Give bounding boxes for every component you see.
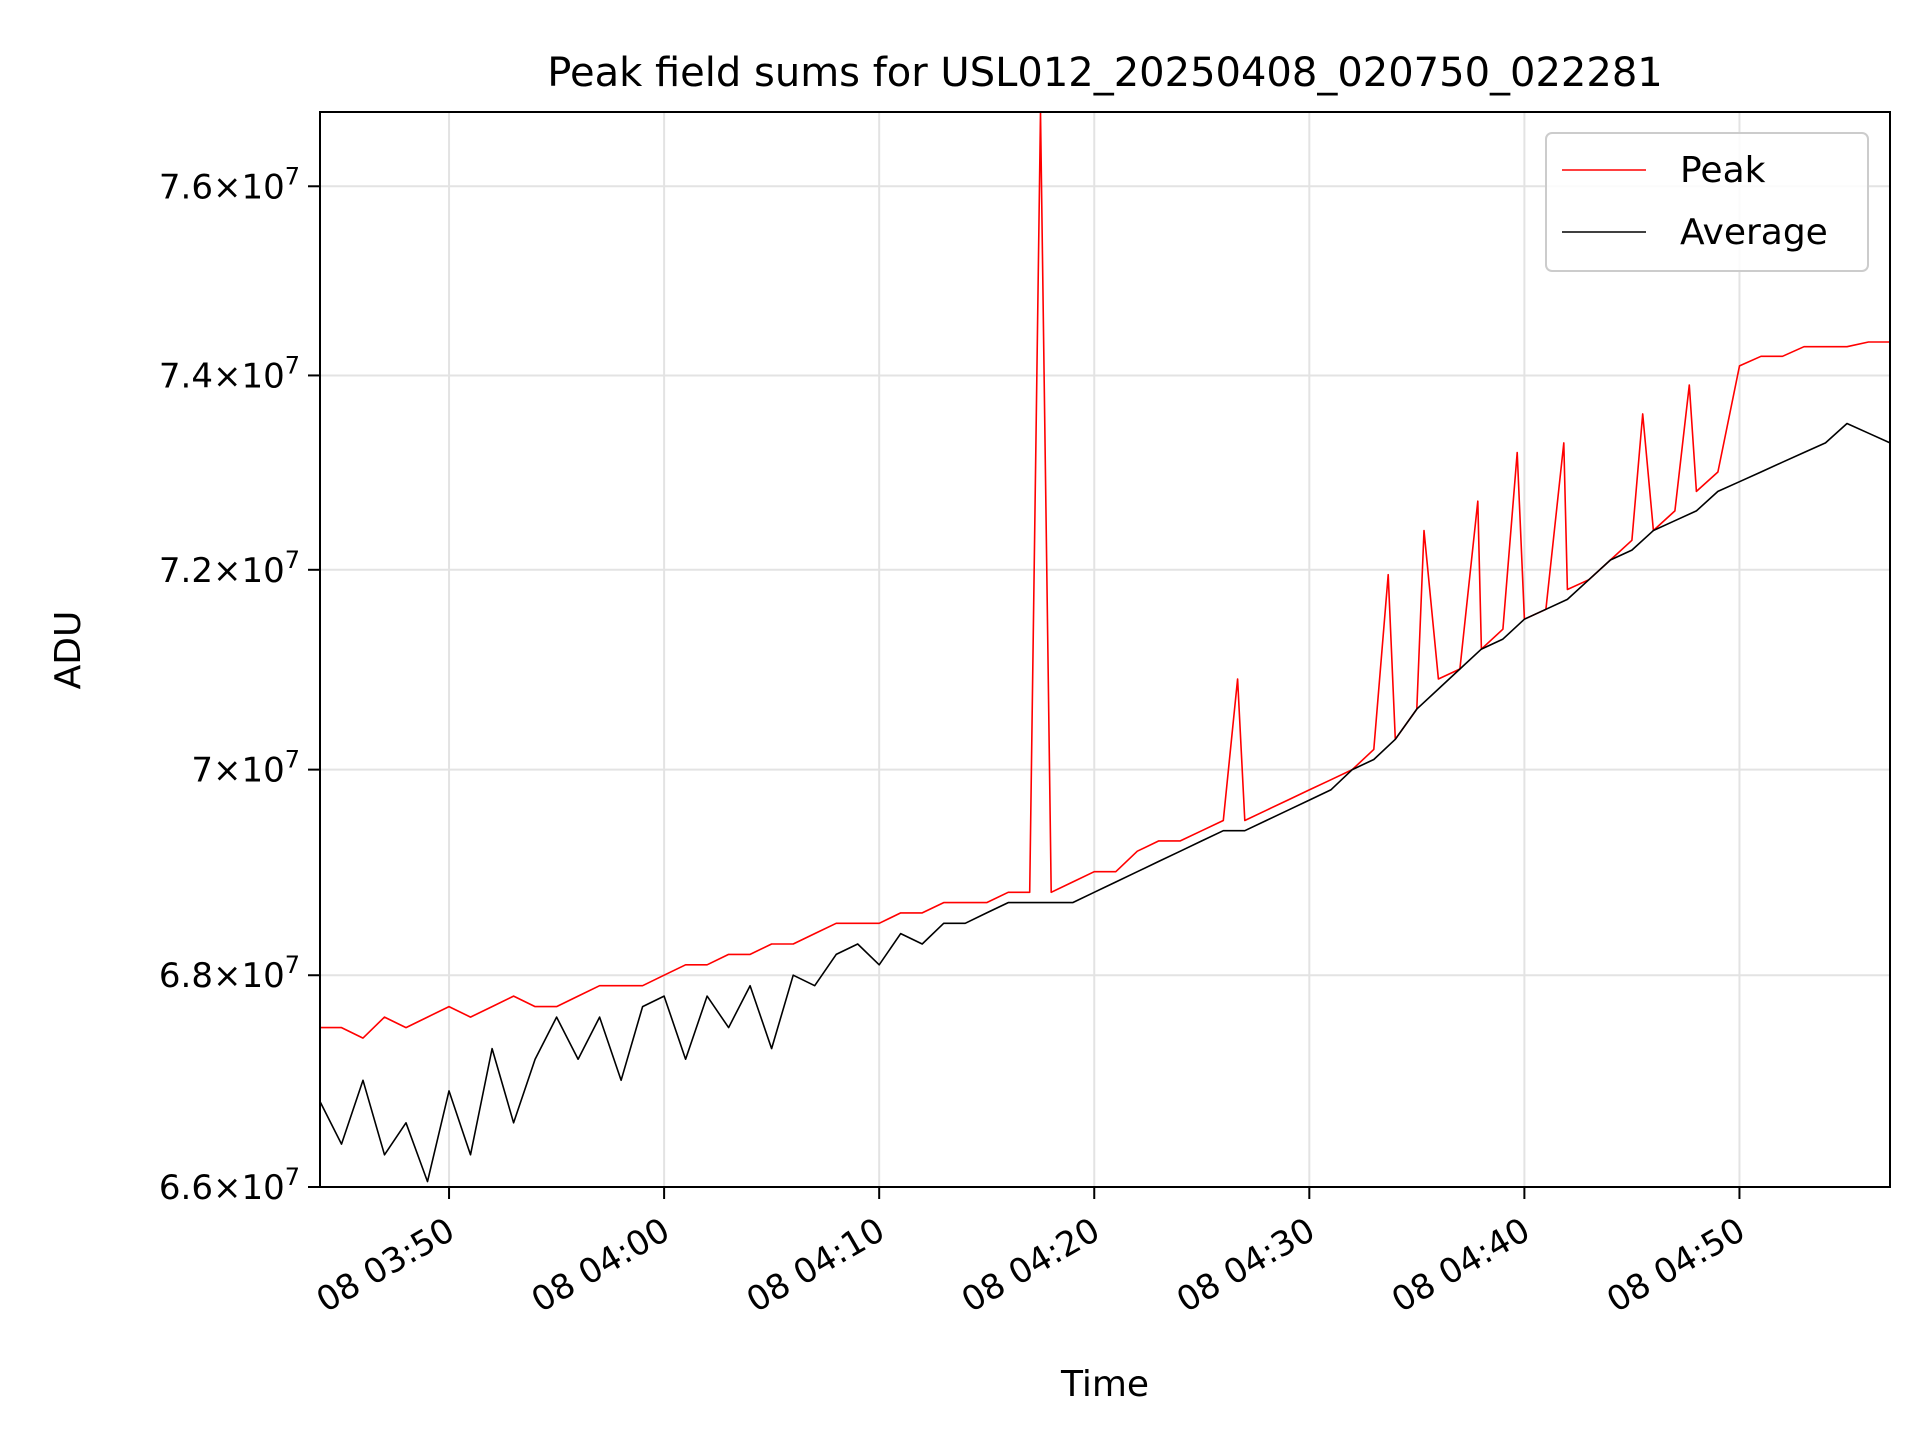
y-tick-label: 7.6×107	[159, 162, 300, 207]
x-axis-label: Time	[1060, 1364, 1149, 1405]
plot-frame	[319, 111, 1891, 1188]
legend-label-peak: Peak	[1680, 150, 1766, 191]
series-layer	[319, 111, 1891, 1183]
grid	[320, 112, 1890, 1187]
y-tick-label: 7.4×107	[159, 351, 300, 396]
y-tick-label: 7.2×107	[159, 546, 300, 591]
legend: Peak Average	[1545, 132, 1869, 272]
y-tick-label: 6.8×107	[159, 951, 300, 996]
y-tick-label: 6.6×107	[159, 1163, 300, 1208]
y-tick-label: 7×107	[191, 746, 300, 791]
legend-box	[1545, 132, 1869, 272]
legend-label-average: Average	[1680, 212, 1828, 253]
series-line-average	[319, 422, 1891, 1183]
series-line-peak	[320, 111, 1890, 1039]
chart-title: Peak field sums for USL012_20250408_0207…	[547, 50, 1662, 96]
y-axis-label: ADU	[48, 611, 89, 690]
